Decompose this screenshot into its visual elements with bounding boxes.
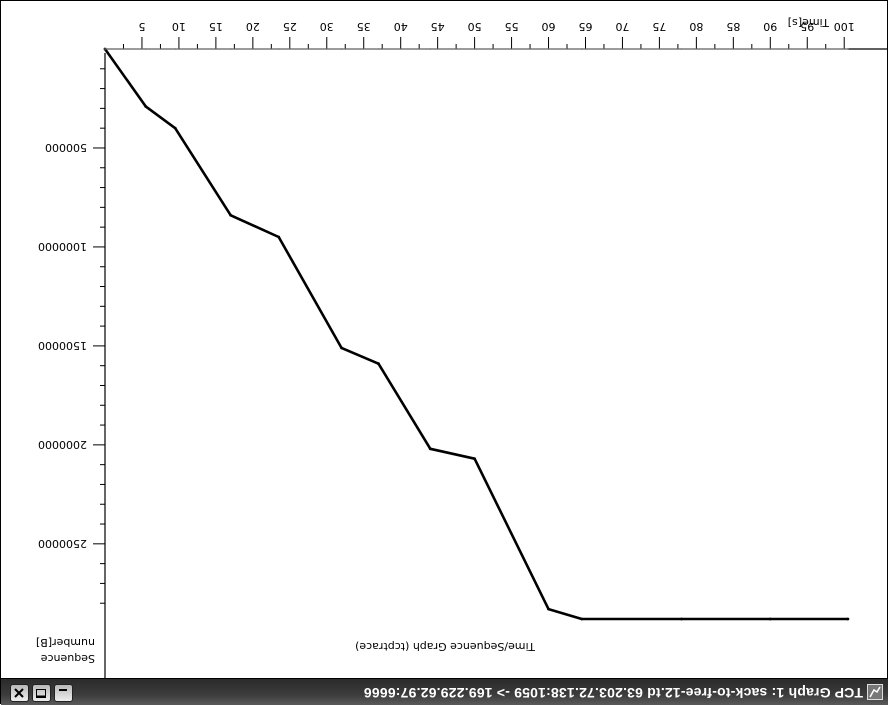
data-point xyxy=(377,362,380,366)
y-axis-label-line-1: Sequence xyxy=(41,652,95,665)
x-tick-label: 10 xyxy=(172,20,186,33)
data-point xyxy=(104,48,106,50)
x-tick-label: 20 xyxy=(246,20,260,33)
data-point xyxy=(173,126,177,130)
window-title: TCP Graph 1: sack-to-free-12.td 63.203.7… xyxy=(363,685,863,701)
x-axis-label: Time[s] xyxy=(788,16,830,29)
close-icon xyxy=(14,688,25,698)
data-point xyxy=(277,48,280,50)
x-tick-label: 60 xyxy=(542,20,556,33)
y-tick-label: 1000000 xyxy=(38,240,87,253)
x-tick-label: 85 xyxy=(726,20,740,33)
data-point xyxy=(340,48,343,50)
data-point xyxy=(768,617,772,621)
data-point xyxy=(229,213,233,217)
x-tick-label: 100 xyxy=(834,20,855,33)
y-tick-label: 500000 xyxy=(45,141,87,154)
series-line-0 xyxy=(103,48,848,621)
x-tick-label: 70 xyxy=(615,20,629,33)
series-layer xyxy=(103,47,850,621)
x-tick-label: 35 xyxy=(357,20,371,33)
axes xyxy=(104,48,888,679)
x-tick-label: 45 xyxy=(431,20,445,33)
tcp-graph-app-icon[interactable] xyxy=(867,684,883,700)
x-tick-label: 55 xyxy=(505,20,519,33)
data-point xyxy=(547,607,550,611)
x-tick-label: 90 xyxy=(763,20,777,33)
title-bar[interactable]: TCP Graph 1: sack-to-free-12.td 63.203.7… xyxy=(1,678,888,705)
x-tick-label: 75 xyxy=(652,20,666,33)
x-tick-label: 5 xyxy=(138,20,145,33)
data-point xyxy=(229,48,232,50)
y-tick-label: 2500000 xyxy=(38,537,87,550)
maximize-icon xyxy=(36,689,47,698)
data-point xyxy=(144,48,147,50)
x-tick-label: 95 xyxy=(800,20,814,33)
data-point xyxy=(144,105,148,108)
x-tick-label: 30 xyxy=(320,20,334,33)
data-point xyxy=(846,617,850,621)
maximize-button[interactable] xyxy=(32,684,51,702)
time-sequence-plot[interactable]: 5 10 15 20 25 30 35 40 45 50 55 60 65 70 75 80 85 90 95 100… xyxy=(1,1,888,679)
data-point xyxy=(277,235,281,239)
x-tick-label: 25 xyxy=(283,20,297,33)
minimize-icon xyxy=(59,689,68,691)
chart-title: Time/Sequence Graph (tcptrace) xyxy=(355,640,536,653)
data-point xyxy=(547,48,550,50)
close-button[interactable] xyxy=(10,684,29,702)
data-point xyxy=(580,617,584,621)
data-point xyxy=(680,48,683,50)
data-point xyxy=(680,617,683,621)
y-axis-label-line-2: number[B] xyxy=(36,636,95,649)
minimize-button[interactable] xyxy=(54,684,73,702)
data-point xyxy=(473,457,477,461)
data-point xyxy=(580,48,583,50)
x-tick-label: 80 xyxy=(689,20,703,33)
y-tick-label: 1500000 xyxy=(38,339,87,352)
data-point xyxy=(769,48,772,50)
data-point xyxy=(428,447,432,451)
data-point xyxy=(429,48,432,50)
y-tick-label: 2000000 xyxy=(38,438,87,451)
data-point xyxy=(377,48,380,50)
x-tick-label: 50 xyxy=(468,20,482,33)
data-point xyxy=(174,48,177,50)
x-tick-label: 40 xyxy=(394,20,408,33)
x-tick-label: 15 xyxy=(209,20,223,33)
data-point xyxy=(340,346,343,350)
data-point xyxy=(847,48,849,50)
data-point xyxy=(473,48,476,50)
ticks: 5 10 15 20 25 30 35 40 45 50 55 60 65 70 75 80 85 90 95 100… xyxy=(38,20,855,604)
x-tick-label: 65 xyxy=(578,20,592,33)
